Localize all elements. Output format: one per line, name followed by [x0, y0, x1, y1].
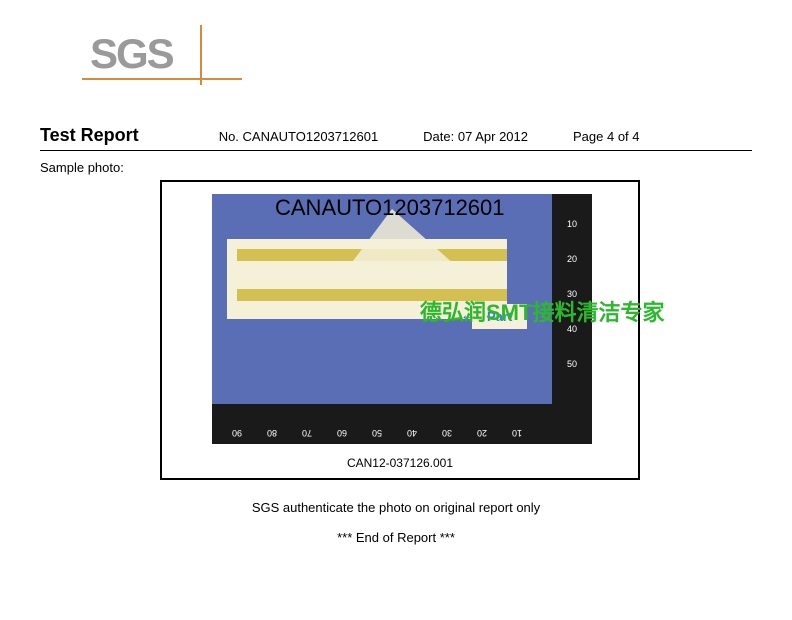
page-number: Page 4 of 4: [573, 129, 640, 144]
ruler-h-mark: 20: [477, 428, 487, 438]
footer-end: *** End of Report ***: [0, 530, 792, 545]
ruler-v-mark: 20: [567, 254, 577, 264]
report-no-label: No.: [219, 129, 239, 144]
ruler-h-mark: 30: [442, 428, 452, 438]
date-value: 07 Apr 2012: [458, 129, 528, 144]
report-number: No. CANAUTO1203712601: [219, 129, 378, 144]
ruler-h-mark: 90: [232, 428, 242, 438]
watermark-text: 德弘润SMT接料清洁专家: [420, 295, 664, 327]
report-date: Date: 07 Apr 2012: [423, 129, 528, 144]
logo-vertical-line: [200, 25, 202, 85]
logo-text: SGS: [90, 30, 173, 78]
ruler-h-mark: 50: [372, 428, 382, 438]
tape-lifted-corner: [332, 209, 482, 289]
photo-caption: CAN12-037126.001: [162, 456, 638, 470]
photo-overlay-id: CANAUTO1203712601: [275, 195, 505, 221]
photo-frame: ← Part 10 20 30 40 50 90 80 70 60 50 40 …: [160, 180, 640, 480]
footer-authenticate: SGS authenticate the photo on original r…: [0, 500, 792, 515]
report-no-value: CANAUTO1203712601: [243, 129, 379, 144]
date-label: Date:: [423, 129, 454, 144]
header-row: Test Report No. CANAUTO1203712601 Date: …: [40, 125, 752, 151]
logo-horizontal-line: [82, 78, 242, 80]
ruler-h-mark: 40: [407, 428, 417, 438]
ruler-horizontal: 90 80 70 60 50 40 30 20 10: [212, 404, 592, 444]
ruler-h-mark: 10: [512, 428, 522, 438]
ruler-v-mark: 50: [567, 359, 577, 369]
sample-photo-label: Sample photo:: [40, 160, 124, 175]
ruler-h-mark: 70: [302, 428, 312, 438]
ruler-h-mark: 80: [267, 428, 277, 438]
ruler-h-mark: 60: [337, 428, 347, 438]
logo-block: SGS: [90, 30, 173, 78]
ruler-v-mark: 10: [567, 219, 577, 229]
report-title: Test Report: [40, 125, 139, 146]
